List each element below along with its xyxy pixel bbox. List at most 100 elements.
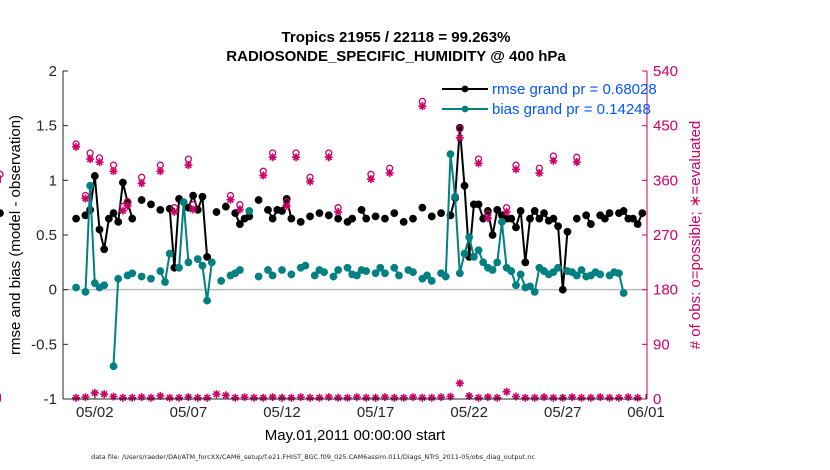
obs-evaluated-point <box>268 393 277 402</box>
series-point-0 <box>254 196 263 204</box>
series-point-1 <box>596 270 605 279</box>
obs-evaluated-point <box>296 393 305 402</box>
obs-evaluated-point <box>109 167 118 176</box>
obs-evaluated-point <box>118 393 127 402</box>
series-point-0 <box>549 214 558 223</box>
y-axis-label-right: # of obs: o=possible; ∗=evaluated <box>687 121 704 350</box>
series-point-1 <box>334 266 343 274</box>
series-point-1 <box>549 268 558 277</box>
obs-evaluated-point <box>86 155 95 164</box>
series-point-0 <box>409 214 417 223</box>
series-point-1 <box>137 272 146 281</box>
obs-evaluated-point <box>137 179 146 188</box>
series-point-0 <box>118 178 127 187</box>
y-tick-label-left: 2 <box>49 63 57 80</box>
x-tick-label: 05/02 <box>76 404 114 421</box>
series-point-1 <box>287 270 296 279</box>
series-point-1 <box>507 267 516 275</box>
series-point-1 <box>530 287 539 296</box>
series-point-1 <box>493 258 502 267</box>
obs-evaluated-point <box>343 393 352 402</box>
series-point-1 <box>310 271 319 280</box>
obs-evaluated-point <box>502 207 511 216</box>
obs-evaluated-point <box>306 393 315 402</box>
axes-layer: -1 -0.5 0 0.5 1 1.5 2 0 90 180 270 360 450 540 05/02 05… <box>31 63 678 421</box>
x-tick-label: 05/17 <box>357 404 395 421</box>
obs-evaluated-point <box>474 393 483 402</box>
obs-evaluated-point <box>624 393 633 402</box>
obs-evaluated-point <box>189 205 198 214</box>
obs-evaluated-point <box>306 177 315 186</box>
series-point-1 <box>86 181 95 190</box>
legend: rmse grand pr = 0.68028 bias grand pr = 0… <box>442 81 657 118</box>
series-point-1 <box>128 269 137 278</box>
series-point-1 <box>193 255 202 263</box>
obs-evaluated-point <box>240 393 249 402</box>
obs-evaluated-point <box>521 393 530 402</box>
series-point-0 <box>488 231 497 239</box>
obs-evaluated-point <box>72 142 81 151</box>
series-point-0 <box>90 172 99 180</box>
series-point-0 <box>582 211 591 220</box>
obs-evaluated-point <box>493 393 502 402</box>
obs-evaluated-point <box>170 207 179 216</box>
obs-evaluated-point <box>511 165 520 174</box>
series-point-0 <box>315 209 324 218</box>
series-point-0 <box>72 214 81 223</box>
x-axis-label: May.01,2011 00:00:00 start <box>265 427 446 444</box>
plot-area <box>63 71 647 399</box>
series-point-1 <box>427 277 436 285</box>
series-point-1 <box>109 362 118 371</box>
obs-evaluated-point <box>572 158 581 167</box>
obs-evaluated-point <box>81 194 90 203</box>
obs-evaluated-point <box>385 169 394 178</box>
series-point-0 <box>512 223 520 232</box>
series-point-0 <box>521 258 530 267</box>
series-point-0 <box>128 214 137 223</box>
series-point-0 <box>381 214 389 223</box>
series-point-1 <box>268 271 277 280</box>
footnote: data file: /Users/raeder/DAI/ATM_forcXX/… <box>91 453 535 461</box>
legend-label: rmse grand pr = 0.68028 <box>492 81 657 98</box>
series-point-0 <box>147 200 155 209</box>
obs-evaluated-point <box>315 393 324 402</box>
obs-evaluated-point <box>100 390 109 399</box>
series-point-1 <box>165 249 174 258</box>
obs-evaluated-point <box>577 393 586 402</box>
y-axis-label-left: rmse and bias (model - observation) <box>7 115 24 355</box>
series-point-0 <box>357 205 366 214</box>
obs-evaluated-point <box>118 206 127 215</box>
series-point-1 <box>409 268 417 277</box>
series-point-0 <box>540 209 548 218</box>
series-point-0 <box>198 192 207 201</box>
series-point-0 <box>563 227 572 236</box>
series-point-0 <box>221 202 230 211</box>
series-point-1 <box>455 269 464 278</box>
obs-evaluated-point <box>530 393 539 402</box>
series-point-0 <box>629 214 637 223</box>
series-point-1 <box>554 263 562 272</box>
series-point-1 <box>156 267 165 275</box>
obs-evaluated-point <box>362 393 371 402</box>
series-point-1 <box>460 249 469 258</box>
obs-evaluated-point <box>455 133 464 142</box>
legend-label: bias grand pr = 0.14248 <box>492 101 651 118</box>
series-point-1 <box>371 269 380 278</box>
chart-title: Tropics 21955 / 22118 = 99.263% <box>282 29 511 46</box>
series-point-1 <box>362 267 371 275</box>
obs-evaluated-point <box>123 201 132 210</box>
series-point-0 <box>526 214 534 223</box>
series-point-1 <box>179 198 188 207</box>
obs-evaluated-point <box>409 393 418 402</box>
series-point-1 <box>198 261 207 270</box>
series-point-1 <box>278 266 286 274</box>
series-point-1 <box>577 266 586 274</box>
x-tick-label: 05/12 <box>263 404 301 421</box>
series-point-1 <box>301 261 310 270</box>
obs-evaluated-point <box>535 169 544 178</box>
y-tick-label-right: 360 <box>653 172 678 189</box>
x-tick-label: 05/22 <box>450 404 488 421</box>
series-point-0 <box>287 214 296 223</box>
series-point-1 <box>147 274 155 283</box>
series-point-0 <box>235 220 244 228</box>
